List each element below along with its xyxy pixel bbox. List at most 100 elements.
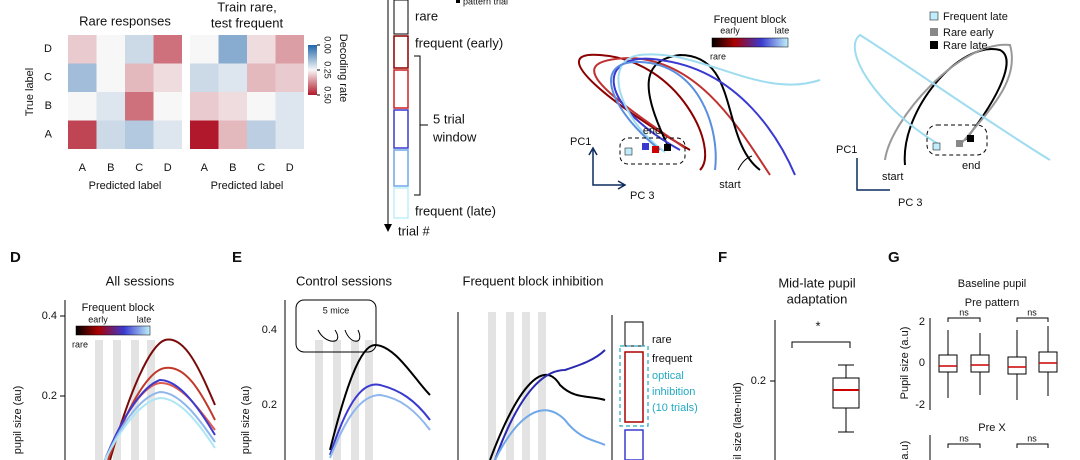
y-tick-label: 0.4 bbox=[262, 324, 277, 336]
y-tick-label: -2 bbox=[915, 399, 925, 411]
colorbar-tick-label: 0.25 bbox=[323, 61, 333, 79]
legend-label: Rare early bbox=[943, 27, 994, 39]
heatmap-cell bbox=[153, 35, 182, 64]
axis-label: trial # bbox=[398, 223, 431, 238]
y-axis-label: Pupil size (a.u) bbox=[899, 327, 911, 400]
legend-label: Frequent late bbox=[943, 11, 1008, 23]
trial-label: rare bbox=[415, 8, 438, 23]
panel-letter: E bbox=[232, 249, 242, 266]
heatmap-cell bbox=[125, 120, 154, 149]
heatmap-cell bbox=[96, 92, 125, 121]
heatmap-cell bbox=[218, 35, 247, 64]
heatmap-cell bbox=[68, 120, 97, 149]
axis-label: PC1 bbox=[570, 136, 591, 148]
heatmap-cell bbox=[125, 35, 154, 64]
heatmap-cell bbox=[275, 92, 304, 121]
heatmap-cell bbox=[68, 63, 97, 92]
panel-title: adaptation bbox=[787, 291, 848, 306]
heatmap-cell bbox=[190, 120, 219, 149]
heatmap-cell bbox=[96, 35, 125, 64]
y-axis-label: (a.u) bbox=[899, 441, 911, 460]
heatmap-cell bbox=[275, 35, 304, 64]
heatmap-title: test frequent bbox=[211, 15, 284, 30]
heatmap-cell bbox=[125, 92, 154, 121]
annotation: end bbox=[962, 160, 980, 172]
significance: ns bbox=[1027, 433, 1037, 443]
heatmap-cell bbox=[218, 92, 247, 121]
y-axis-label: pupil size (late-mid) bbox=[732, 382, 744, 460]
heatmap-cell bbox=[190, 35, 219, 64]
heatmap-cell bbox=[96, 63, 125, 92]
heatmap-cell bbox=[153, 92, 182, 121]
annotation: start bbox=[882, 171, 903, 183]
x-axis-label: Predicted label bbox=[89, 180, 162, 192]
significance: * bbox=[815, 318, 820, 333]
panel-letter: F bbox=[718, 249, 727, 266]
heatmap-cell bbox=[275, 120, 304, 149]
y-tick-label: A bbox=[45, 129, 53, 141]
axis-label: PC 3 bbox=[898, 197, 922, 209]
trial-label: 5 trial bbox=[433, 111, 465, 126]
legend-label: optical bbox=[652, 370, 684, 382]
legend-label: Rare late bbox=[943, 40, 988, 52]
heatmap-cell bbox=[218, 63, 247, 92]
x-tick-label: D bbox=[164, 162, 172, 174]
legend-label: rare bbox=[72, 339, 88, 349]
colorbar-tick-label: 0.00 bbox=[323, 36, 333, 54]
x-tick-label: C bbox=[135, 162, 143, 174]
subplot-title: Pre pattern bbox=[965, 297, 1019, 309]
y-axis-label: True label bbox=[24, 68, 36, 117]
legend-label: early bbox=[88, 314, 108, 324]
x-tick-label: B bbox=[107, 162, 114, 174]
y-tick-label: 0 bbox=[919, 357, 925, 369]
axis-label: PC1 bbox=[836, 144, 857, 156]
panel-letter: D bbox=[10, 249, 21, 266]
heatmap-cell bbox=[275, 63, 304, 92]
trial-label: frequent (late) bbox=[415, 203, 496, 218]
decor bbox=[60, 0, 1058, 460]
heatmap-cell bbox=[153, 63, 182, 92]
heatmap-cell bbox=[190, 63, 219, 92]
colorbar bbox=[308, 45, 317, 95]
trial-label: window bbox=[432, 129, 477, 144]
y-axis-label: pupil size (au) bbox=[12, 386, 24, 454]
heatmap-cell bbox=[247, 120, 276, 149]
y-axis-label: pupil size (au) bbox=[240, 386, 252, 454]
y-tick-label: 0.4 bbox=[42, 310, 57, 322]
y-tick-label: D bbox=[44, 43, 52, 55]
trial-label: frequent (early) bbox=[415, 35, 503, 50]
x-axis-label: Predicted label bbox=[211, 180, 284, 192]
y-tick-label: 2 bbox=[919, 316, 925, 328]
y-tick-label: 0.2 bbox=[751, 375, 766, 387]
heatmap-cell bbox=[247, 92, 276, 121]
heatmap-title: Rare responses bbox=[79, 13, 171, 28]
panel-title: Baseline pupil bbox=[958, 278, 1027, 290]
heatmap-cell bbox=[247, 35, 276, 64]
legend-title: Frequent block bbox=[82, 302, 155, 314]
heatmap-cell bbox=[190, 92, 219, 121]
significance: ns bbox=[959, 433, 969, 443]
heatmap-cell bbox=[153, 120, 182, 149]
heatmap-cell bbox=[218, 120, 247, 149]
heatmap-cell bbox=[96, 120, 125, 149]
legend-label: pattern trial bbox=[463, 0, 508, 6]
colorbar-label: Decoding rate bbox=[337, 34, 349, 103]
significance: ns bbox=[1027, 307, 1037, 317]
inset-label: 5 mice bbox=[323, 305, 350, 315]
legend-label: (10 trials) bbox=[652, 402, 698, 414]
x-tick-label: A bbox=[201, 162, 209, 174]
annotation: start bbox=[719, 179, 740, 191]
heatmap-cell bbox=[68, 92, 97, 121]
x-tick-label: C bbox=[257, 162, 265, 174]
y-tick-label: 0.2 bbox=[262, 399, 277, 411]
subplot-title: Pre X bbox=[978, 422, 1006, 434]
x-tick-label: B bbox=[229, 162, 236, 174]
axis-label: PC 3 bbox=[630, 190, 654, 202]
heatmap-title: Train rare, bbox=[217, 0, 276, 14]
panel-title: Mid-late pupil bbox=[778, 275, 855, 290]
panel-title: All sessions bbox=[106, 273, 175, 288]
panel-title: Control sessions bbox=[296, 273, 393, 288]
x-tick-label: A bbox=[79, 162, 87, 174]
legend-label: rare bbox=[652, 334, 672, 346]
